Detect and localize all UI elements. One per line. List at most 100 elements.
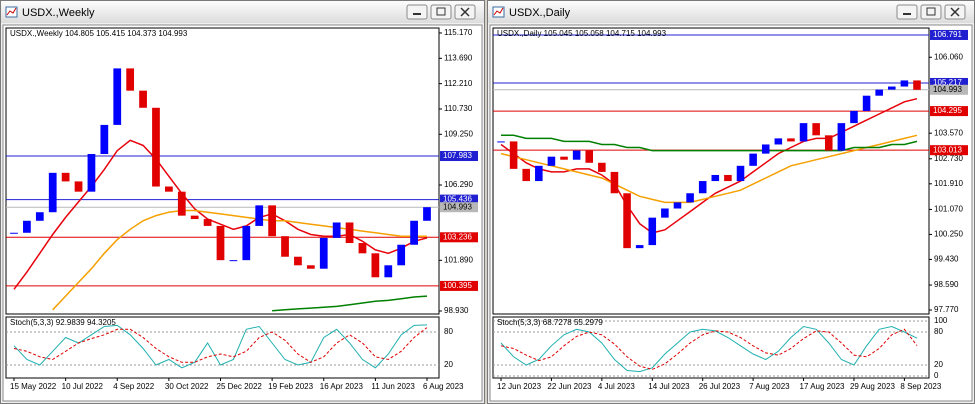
x-tick-label: 10 Jul 2022 xyxy=(62,382,104,391)
y-tick-label: 101.070 xyxy=(934,205,963,214)
candle xyxy=(787,138,795,142)
x-tick-label: 16 Apr 2023 xyxy=(320,382,364,391)
candle xyxy=(371,253,380,278)
candle xyxy=(623,193,631,249)
candle xyxy=(410,220,418,245)
y-tick-label: 102.730 xyxy=(934,154,963,163)
stoch-signal xyxy=(13,327,428,363)
candle xyxy=(190,215,199,220)
candle xyxy=(281,236,289,257)
candle xyxy=(761,144,770,154)
stoch-main xyxy=(13,324,428,369)
candle xyxy=(837,123,846,151)
y-tick-label: 100.250 xyxy=(934,230,963,239)
candle xyxy=(698,181,707,194)
stoch-signal xyxy=(500,328,918,370)
candle xyxy=(572,150,581,160)
candle xyxy=(87,154,96,192)
candle xyxy=(724,174,732,182)
candle xyxy=(139,90,147,108)
level-label: 105.217 xyxy=(933,78,962,87)
candle xyxy=(332,222,341,238)
x-tick-label: 25 Dec 2022 xyxy=(217,382,263,391)
candle xyxy=(875,89,883,96)
moving-average xyxy=(500,134,918,204)
candle xyxy=(497,141,505,143)
y-tick-label: 112.210 xyxy=(444,79,473,88)
level-label: 104.295 xyxy=(933,106,962,115)
candle xyxy=(242,225,251,261)
moving-average xyxy=(13,139,428,290)
candle xyxy=(535,165,543,182)
y-tick-label: 101.890 xyxy=(444,255,473,264)
candle xyxy=(203,219,212,226)
level-tag xyxy=(440,151,478,162)
x-tick-label: 11 Jun 2023 xyxy=(371,382,415,391)
y-tick-label: 109.250 xyxy=(444,129,473,138)
button-glyph xyxy=(926,7,936,16)
candle xyxy=(48,172,57,213)
stoch-tick-label: 0 xyxy=(934,371,939,380)
chart-info: USDX.,Daily 105.045 105.058 104.715 104.… xyxy=(497,29,667,38)
candle xyxy=(522,168,530,182)
candle xyxy=(673,202,682,209)
level-tag xyxy=(930,145,968,156)
candle xyxy=(74,181,83,192)
x-tick-label: 6 Aug 2023 xyxy=(423,382,464,391)
level-label: 103.236 xyxy=(443,232,472,241)
stoch-tick-label: 80 xyxy=(934,327,943,336)
minimize-button[interactable] xyxy=(406,4,428,20)
y-tick-label: 103.570 xyxy=(934,128,963,137)
y-tick-label: 115.170 xyxy=(444,28,473,37)
x-tick-label: 4 Sep 2022 xyxy=(113,382,154,391)
minimize-button[interactable] xyxy=(896,4,918,20)
window-icon-line xyxy=(493,7,504,16)
candle xyxy=(345,222,354,244)
candle xyxy=(423,207,431,221)
stoch-tick-label: 20 xyxy=(934,360,943,369)
y-tick-label: 101.910 xyxy=(934,179,963,188)
x-tick-label: 12 Jun 2023 xyxy=(497,382,542,391)
candle xyxy=(61,172,70,182)
level-tag xyxy=(440,232,478,243)
candle xyxy=(319,237,328,269)
level-label: 100.395 xyxy=(443,281,472,290)
candle xyxy=(509,141,518,169)
x-tick-label: 19 Feb 2023 xyxy=(268,382,313,391)
y-tick-label: 99.430 xyxy=(934,255,959,264)
candle xyxy=(749,153,757,166)
moving-average xyxy=(501,134,918,152)
candle xyxy=(913,80,921,90)
candle xyxy=(306,265,315,269)
level-label: 105.436 xyxy=(443,195,472,204)
button-glyph xyxy=(460,7,470,17)
candle xyxy=(900,80,909,87)
x-tick-label: 22 Jun 2023 xyxy=(547,382,592,391)
candle xyxy=(165,186,173,192)
candle xyxy=(610,171,619,194)
y-tick-label: 110.730 xyxy=(444,104,473,113)
candle xyxy=(268,205,276,237)
stoch-info: Stoch(5,3,3) 92.9839 94.3205 xyxy=(10,318,116,327)
candle xyxy=(799,123,808,142)
candle xyxy=(113,68,122,125)
candle xyxy=(635,245,644,249)
candle xyxy=(397,244,406,266)
candle xyxy=(100,124,109,155)
maximize-button[interactable] xyxy=(920,4,942,20)
y-tick-label: 97.770 xyxy=(934,305,959,314)
level-tag xyxy=(930,77,968,88)
candle xyxy=(736,165,745,182)
x-tick-label: 14 Jul 2023 xyxy=(648,382,690,391)
candle xyxy=(598,162,606,172)
x-tick-label: 8 Sep 2023 xyxy=(900,382,941,391)
window-icon-line xyxy=(6,7,17,16)
candle xyxy=(585,150,594,163)
candle xyxy=(294,256,302,266)
y-tick-label: 113.690 xyxy=(444,53,473,62)
window-title: USDX.,Daily xyxy=(509,7,571,19)
maximize-button[interactable] xyxy=(430,4,452,20)
candle xyxy=(711,174,720,182)
